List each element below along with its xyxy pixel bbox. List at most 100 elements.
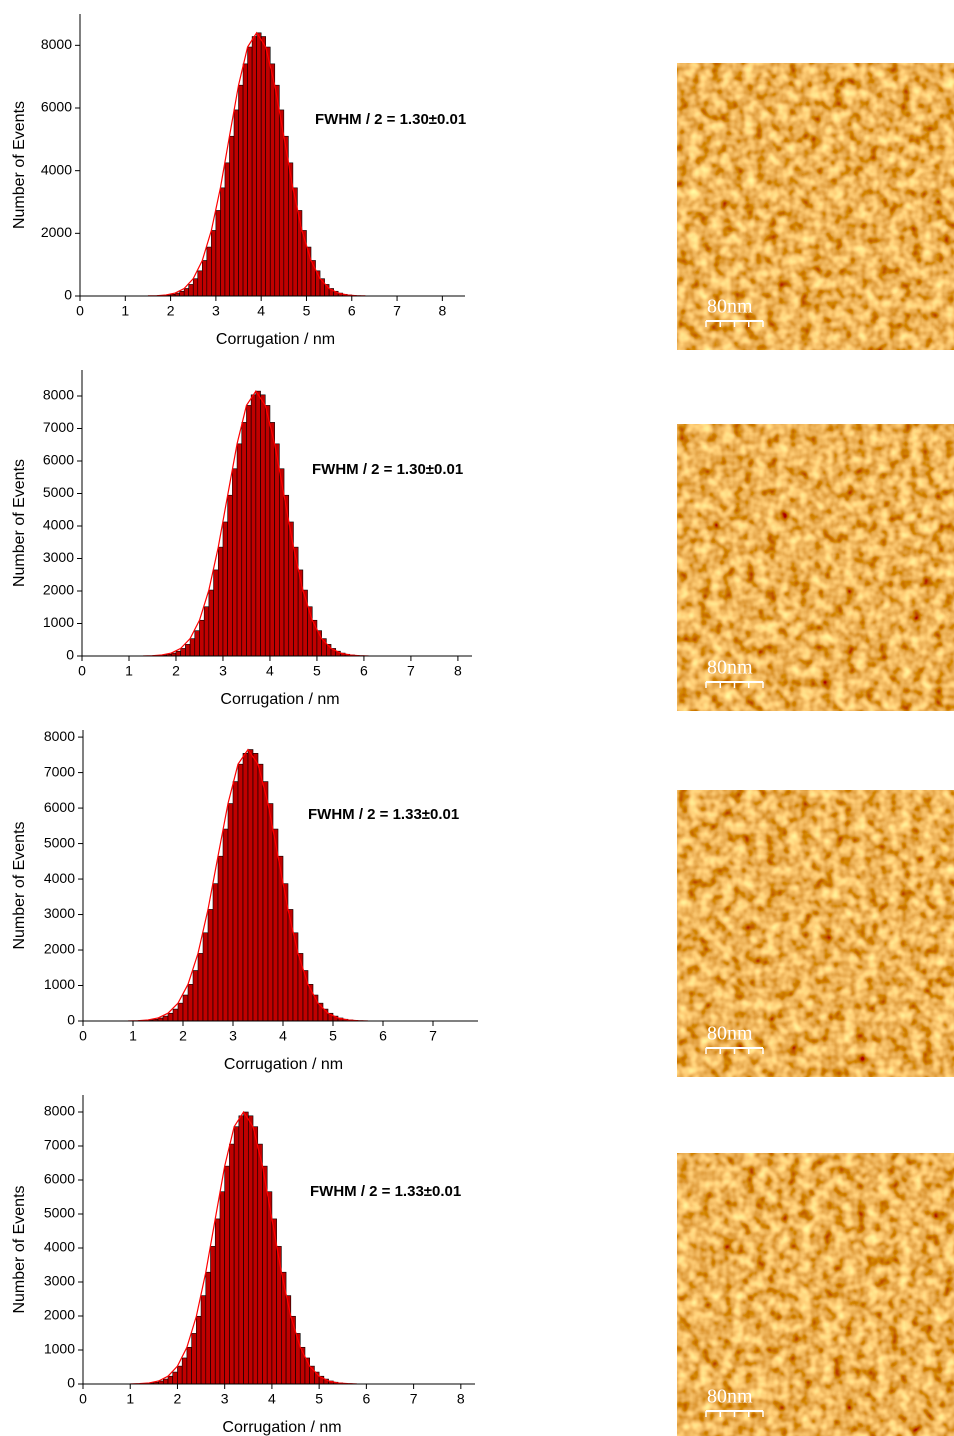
y-axis-label: Number of Events [11,101,28,229]
bar [266,1191,273,1385]
fit-curve [147,31,366,297]
bar [252,1126,259,1385]
x-tick-label: 6 [362,1391,370,1407]
annotation: FWHM / 2 = 1.30±0.01 [315,111,466,128]
y-tick-label: 4000 [44,1239,75,1255]
fit-curve [127,748,369,1022]
bar [272,828,279,1022]
bar [227,803,234,1022]
bar [238,1115,244,1385]
bar [177,1002,184,1022]
bar [180,648,186,657]
bar [188,284,194,297]
x-tick-label: 5 [303,303,311,319]
y-tick-label: 0 [64,287,72,303]
bar [260,36,267,297]
y-tick-label: 6000 [44,1171,75,1187]
y-tick-label: 3000 [44,1273,75,1289]
scale-bar-label: 80nm [707,1386,753,1408]
bar [212,883,219,1022]
bar [210,1246,216,1385]
y-tick-label: 7000 [43,419,74,435]
bar [172,1371,178,1385]
bar [269,422,275,657]
bar [252,753,259,1022]
bar [208,589,214,657]
x-tick-label: 7 [410,1391,418,1407]
bar [215,210,221,297]
bar [265,46,271,297]
bar [189,638,196,657]
bar [262,1165,268,1385]
x-tick-label: 3 [219,663,227,679]
x-tick-label: 3 [212,303,220,319]
x-axis-label: Corrugation / nm [224,1056,343,1073]
x-tick-label: 0 [76,303,84,319]
fit-curve [130,1110,357,1385]
bar [182,994,189,1022]
bar [267,803,274,1022]
bar [255,390,261,657]
bar [202,932,209,1022]
bar [224,1165,230,1385]
bar [162,1378,169,1385]
bar [251,36,257,297]
bar [183,288,190,297]
bar [302,589,308,657]
x-tick-label: 5 [313,663,321,679]
bar [213,569,219,657]
bar [211,230,217,297]
x-tick-label: 3 [221,1391,229,1407]
bar [206,246,212,297]
y-tick-label: 6000 [44,799,75,815]
bar [201,260,208,297]
annotation: FWHM / 2 = 1.33±0.01 [310,1183,461,1200]
y-tick-label: 2000 [44,1307,75,1323]
y-axis-label: Number of Events [11,1185,28,1313]
bar [236,443,243,657]
y-tick-label: 2000 [44,941,75,957]
bar [220,187,226,297]
x-tick-label: 8 [457,1391,465,1407]
bar [207,909,214,1022]
bar [196,1315,202,1385]
x-tick-label: 3 [229,1028,237,1044]
y-tick-label: 0 [67,1375,75,1391]
y-tick-label: 7000 [44,763,75,779]
bar [242,63,248,297]
x-tick-label: 0 [78,663,86,679]
bar [257,763,264,1022]
bar [238,84,244,297]
bar [274,443,280,657]
bar [197,953,204,1022]
bar [203,606,210,657]
bar [185,644,191,657]
y-tick-label: 8000 [44,728,75,744]
bar [179,290,185,297]
y-axis-label: Number of Events [11,459,28,587]
y-tick-label: 0 [67,1012,75,1028]
bar [237,763,244,1022]
y-tick-label: 7000 [44,1137,75,1153]
bar [262,781,269,1022]
bar [200,1295,207,1385]
afm-image-texture [677,790,954,1077]
x-tick-label: 1 [126,1391,134,1407]
afm-image-texture [677,63,954,350]
scale-bar-label: 80nm [707,1023,753,1045]
bar [292,932,299,1022]
y-tick-label: 4000 [41,161,72,177]
y-tick-label: 8000 [41,36,72,52]
bar [241,422,247,657]
bar [229,1143,235,1385]
bar [247,749,254,1022]
bar [250,394,257,657]
bar [197,270,203,297]
bar [257,1143,263,1385]
x-axis-label: Corrugation / nm [216,331,335,348]
bar [248,1115,254,1385]
bar [278,109,285,297]
bar [243,1111,249,1385]
bar [229,135,235,297]
